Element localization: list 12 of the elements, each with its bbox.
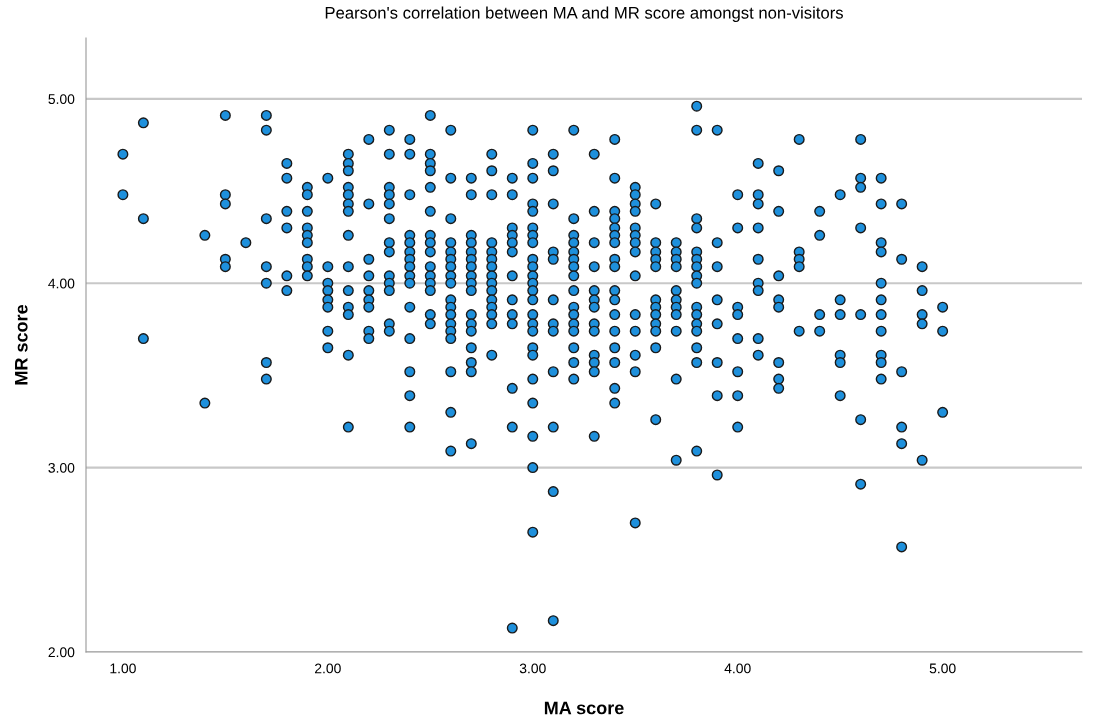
y-tick-label: 2.00: [48, 647, 75, 658]
x-tick-label: 1.00: [110, 663, 136, 674]
y-tick-label: 3.00: [48, 462, 75, 473]
x-tick-label: 2.00: [315, 663, 341, 674]
y-tick-label: 5.00: [48, 94, 75, 105]
x-axis-title: MA score: [544, 701, 624, 715]
x-tick-label: 5.00: [929, 663, 956, 674]
y-axis-title: MR score: [15, 304, 28, 385]
chart-title: Pearson's correlation between MA and MR score amongst non-visitors: [325, 6, 843, 23]
x-tick-label: 3.00: [519, 663, 546, 674]
y-tick-label: 4.00: [48, 278, 75, 289]
x-tick-label: 4.00: [724, 663, 751, 674]
